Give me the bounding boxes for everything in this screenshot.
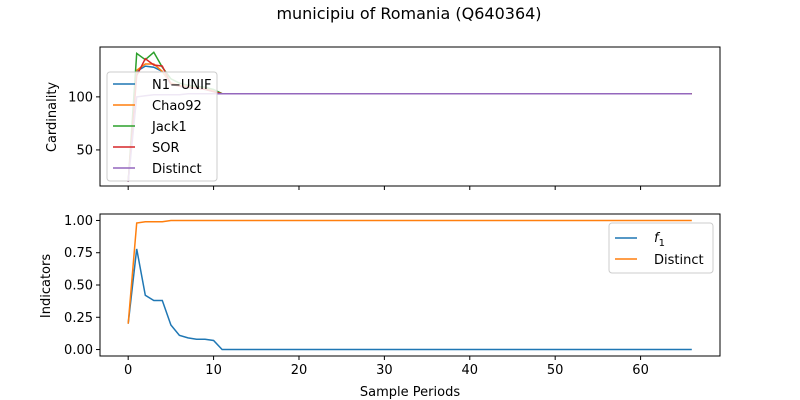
cardinality-legend-box [106,71,218,182]
x-tick-label: 40 [462,363,479,378]
y-tick-label: 0.50 [64,279,93,294]
indicators-legend: f1 Distinct [608,222,714,274]
cardinality-legend: N1−UNIF Chao92 Jack1 SOR Distinct [106,71,218,182]
series-line-distinct [127,219,692,324]
y-tick-label: 0.00 [64,343,93,358]
series-line-f1 [127,248,692,351]
indicators-x-ticks: 0 10 20 30 40 50 60 [124,356,649,378]
legend-label-f1-main: f [654,231,661,246]
indicators-panel: 0.00 0.25 0.50 0.75 1.00 0 10 20 30 40 50 60 Indic… [39,213,721,378]
legend-label-distinct: Distinct [152,162,202,177]
cardinality-y-ticks: 50 100 [68,90,100,158]
cardinality-y-axis-label: Cardinality [45,82,60,153]
indicators-legend-box [608,222,714,274]
x-tick-label: 60 [632,363,649,378]
x-tick-label: 30 [376,363,393,378]
x-tick-label: 10 [205,363,222,378]
legend-label-f1: f1 [654,231,665,249]
legend-label-chao92: Chao92 [152,99,202,114]
x-tick-label: 0 [124,363,132,378]
x-tick-label: 20 [291,363,308,378]
y-tick-label: 100 [68,90,93,105]
y-tick-label: 0.25 [64,311,93,326]
figure-title: municipiu of Romania (Q640364) [276,4,541,23]
legend-label-distinct: Distinct [654,253,704,268]
legend-label-jack1: Jack1 [151,120,187,135]
legend-label-n1-unif: N1−UNIF [152,78,211,93]
indicators-series-lines [127,219,692,351]
x-axis-label: Sample Periods [360,385,460,400]
indicators-y-ticks: 0.00 0.25 0.50 0.75 1.00 [64,214,100,358]
y-tick-label: 50 [76,143,93,158]
y-tick-label: 1.00 [64,214,93,229]
legend-label-f1-sub: 1 [659,238,665,249]
legend-label-sor: SOR [152,141,180,156]
y-tick-label: 0.75 [64,246,93,261]
cardinality-x-ticks [127,186,642,190]
cardinality-panel: 50 100 Cardinality N1−UNIF Chao92 Jack1 S… [45,46,721,190]
indicators-y-axis-label: Indicators [39,254,54,318]
cardinality-axes-frame [99,46,721,187]
x-tick-label: 50 [547,363,564,378]
